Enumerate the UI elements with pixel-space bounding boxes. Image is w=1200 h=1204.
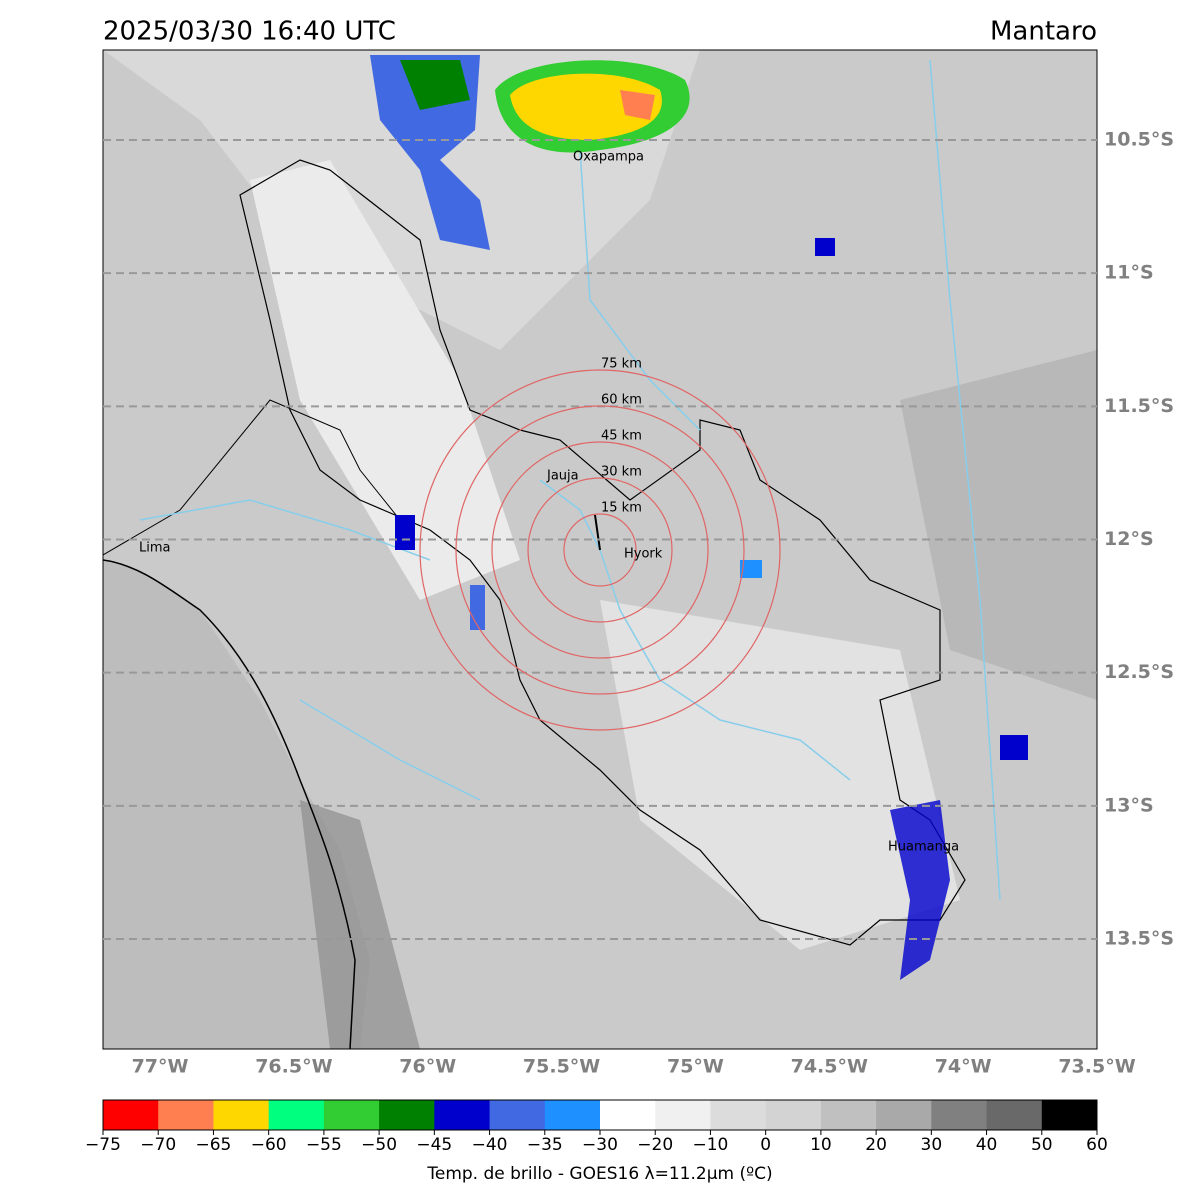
colorbar-segment [489, 1100, 546, 1130]
colorbar-tick-label: 50 [1031, 1135, 1053, 1155]
colorbar-tick-label: 40 [976, 1135, 998, 1155]
colorbar-tick-label: −50 [361, 1135, 397, 1155]
ring-label: 15 km [601, 501, 642, 516]
range-ring [419, 369, 781, 731]
colorbar-tick-label: −45 [416, 1135, 452, 1155]
range-ring [491, 441, 709, 659]
lon-label: 76.5°W [255, 1056, 332, 1078]
colorbar-tick-label: −40 [472, 1135, 508, 1155]
colorbar-tick-label: 20 [865, 1135, 887, 1155]
colorbar-segment [103, 1100, 159, 1130]
lat-label: 12.5°S [1104, 661, 1174, 683]
colorbar-segment [434, 1100, 491, 1130]
lon-label: 74.5°W [791, 1056, 868, 1078]
colorbar-segment [323, 1100, 380, 1130]
lon-label: 74°W [935, 1056, 992, 1078]
colorbar-segment [931, 1100, 988, 1130]
colorbar-segment [820, 1100, 877, 1130]
ring-label: 45 km [601, 429, 642, 444]
lat-label: 11.5°S [1104, 395, 1174, 417]
colorbar-tick-label: −30 [582, 1135, 618, 1155]
colorbar-segment [268, 1100, 325, 1130]
colorbar-tick-label: −65 [195, 1135, 231, 1155]
colorbar-segment [544, 1100, 601, 1130]
range-ring [527, 477, 673, 623]
lat-label: 13°S [1104, 794, 1154, 816]
colorbar-tick-label: −60 [251, 1135, 287, 1155]
lon-label: 75.5°W [523, 1056, 600, 1078]
colorbar-tick-label: 60 [1086, 1135, 1108, 1155]
city-label: Hyork [624, 547, 663, 562]
lon-label: 75°W [667, 1056, 724, 1078]
ring-label: 75 km [601, 357, 642, 372]
lat-label: 10.5°S [1104, 129, 1174, 151]
colorbar-tick-label: 0 [760, 1135, 771, 1155]
map [103, 50, 1097, 1049]
lat-label: 11°S [1104, 262, 1154, 284]
colorbar-label: Temp. de brillo - GOES16 λ=11.2μm (ºC) [426, 1164, 772, 1184]
city-label: Lima [139, 541, 170, 556]
city-label: Oxapampa [573, 150, 644, 165]
city-label: Huamanga [888, 840, 959, 855]
colorbar-segment [600, 1100, 656, 1130]
colorbar-segment [1041, 1100, 1098, 1130]
lon-label: 77°W [132, 1056, 189, 1078]
colorbar-tick-label: −55 [306, 1135, 342, 1155]
colorbar-tick-label: 10 [810, 1135, 832, 1155]
lat-label: 13.5°S [1104, 928, 1174, 950]
ring-label: 30 km [601, 465, 642, 480]
colorbar-tick-label: −35 [527, 1135, 563, 1155]
region: Mantaro [990, 17, 1097, 47]
range-ring [455, 405, 745, 695]
lon-label: 76°W [399, 1056, 456, 1078]
colorbar-segment [655, 1100, 711, 1130]
range-ring [563, 513, 637, 587]
colorbar-segment [158, 1100, 214, 1130]
colorbar-tick-label: −10 [692, 1135, 728, 1155]
ring-label: 60 km [601, 393, 642, 408]
colorbar: −75 −70 −65 −60 −55 −50 −45 −40 −35 −30 −20 −10 0 10 2… [85, 1099, 1108, 1155]
colorbar-tick-label: −20 [637, 1135, 673, 1155]
colorbar-tick-label: −70 [140, 1135, 176, 1155]
lat-label: 12°S [1104, 528, 1154, 550]
map-frame [102, 49, 1098, 1050]
colorbar-segment [379, 1100, 435, 1130]
colorbar-tick-label: 30 [921, 1135, 943, 1155]
colorbar-segment [986, 1100, 1043, 1130]
colorbar-segment [876, 1100, 932, 1130]
colorbar-segment [765, 1100, 822, 1130]
lon-label: 73.5°W [1058, 1056, 1135, 1078]
colorbar-segment [710, 1100, 767, 1130]
title: 2025/03/30 16:40 UTC [103, 17, 396, 47]
colorbar-segment [213, 1100, 270, 1130]
colorbar-tick-label: −75 [85, 1135, 121, 1155]
city-label: Jauja [546, 469, 579, 484]
